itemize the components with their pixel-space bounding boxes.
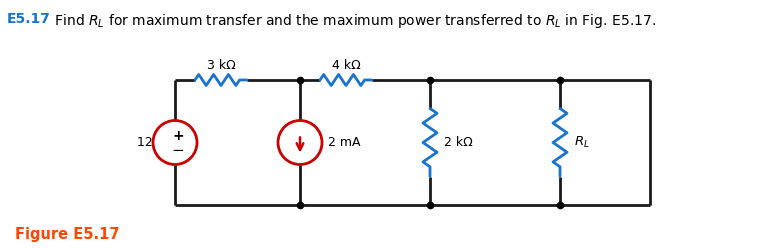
Circle shape [278, 121, 322, 165]
Text: Find $R_L$ for maximum transfer and the maximum power transferred to $R_L$ in Fi: Find $R_L$ for maximum transfer and the … [50, 12, 656, 30]
Text: Figure E5.17: Figure E5.17 [15, 227, 119, 242]
Text: 4 kΩ: 4 kΩ [331, 59, 360, 72]
Circle shape [153, 121, 197, 165]
Text: 2 mA: 2 mA [328, 136, 360, 149]
Text: $R_L$: $R_L$ [574, 135, 590, 150]
Text: 2 kΩ: 2 kΩ [444, 136, 473, 149]
Text: E5.17: E5.17 [7, 12, 51, 26]
Text: 12 V: 12 V [137, 136, 165, 149]
Text: 3 kΩ: 3 kΩ [207, 59, 236, 72]
Text: −: − [172, 143, 185, 158]
Text: +: + [173, 128, 184, 142]
